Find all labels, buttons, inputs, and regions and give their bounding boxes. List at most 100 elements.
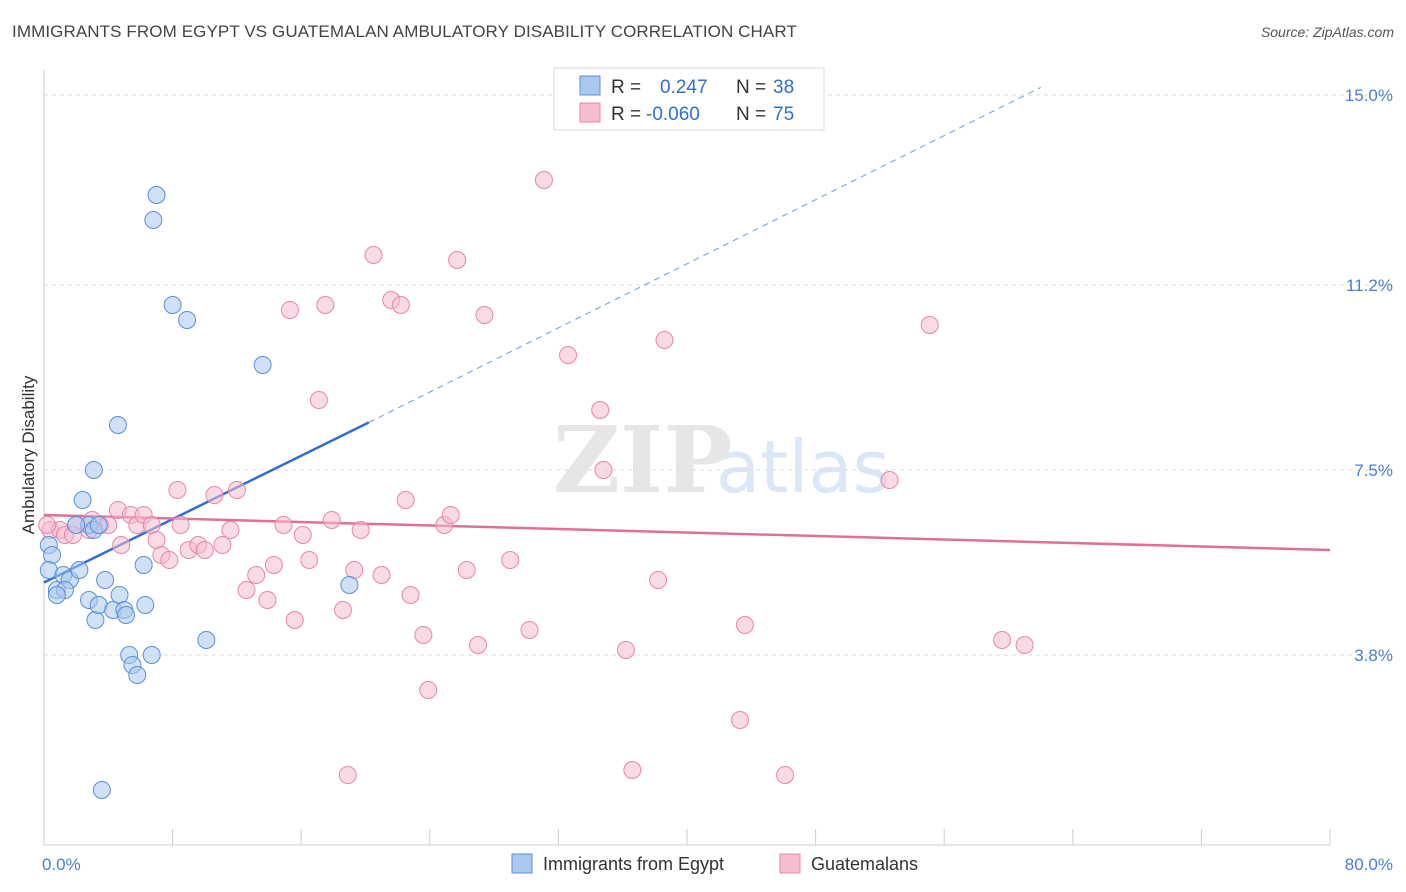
egypt-point [96,571,115,589]
guatemalans-point [520,621,539,639]
guatemalans-point [142,516,161,534]
bottom-legend-egypt-swatch [511,853,533,874]
egypt-point [92,781,111,799]
guatemalans-point [300,551,319,569]
guatemalans-point [649,571,668,589]
guatemalans-point [501,551,520,569]
guatemalans-point [237,581,256,599]
egypt-point [84,461,103,479]
watermark-zip: ZIP [553,406,732,514]
guatemalans-point [316,296,335,314]
guatemalans-point [160,551,179,569]
egypt-trend-line [43,421,370,584]
watermark-atlas: atlas [716,425,890,509]
egypt-point [142,646,161,664]
guatemalans-point [441,506,460,524]
guatemalans-point [731,711,750,729]
chart-title: IMMIGRANTS FROM EGYPT VS GUATEMALAN AMBU… [12,22,797,41]
guatemalans-point [322,511,341,529]
egypt-point [86,611,105,629]
watermark: ZIP atlas [553,406,890,514]
egypt-point [128,666,147,684]
guatemalans-point [38,516,57,534]
egypt-point [134,556,153,574]
guatemalans-point [285,611,304,629]
egypt-point [253,356,272,374]
guatemalans-point [168,481,187,499]
guatemalans-point [333,601,352,619]
egypt-point [163,296,182,314]
egypt-points [39,186,359,799]
guatemalans-point [1015,636,1034,654]
guatemalans-point [264,556,283,574]
guatemalans-point [372,566,391,584]
egypt-point [144,211,163,229]
guatemalans-point [345,561,364,579]
guatemalans-point [351,521,370,539]
x-tick-label: 80.0% [1345,855,1393,874]
guatemalans-n-value: 75 [773,104,794,125]
guatemalans-point [147,531,166,549]
egypt-r-value: 0.247 [660,77,708,98]
y-tick-label: 7.5% [1354,461,1393,480]
guatemalans-point [419,681,438,699]
guatemalans-point [559,346,578,364]
y-tick-labels: 3.8% 7.5% 11.2% 15.0% [1345,86,1393,665]
guatemalans-point [920,316,939,334]
guatemalans-point [534,171,553,189]
guatemalans-point [401,586,420,604]
guatemalans-point [414,626,433,644]
guatemalans-point [247,566,266,584]
guatemalans-point [448,251,467,269]
guatemalans-point [591,401,610,419]
bottom-legend-egypt-label: Immigrants from Egypt [543,854,724,874]
egypt-point [67,516,86,534]
y-axis-label: Ambulatory Disability [19,375,38,534]
guatemalans-point [171,516,190,534]
egypt-point [147,186,166,204]
egypt-point [70,561,89,579]
guatemalans-r-label: R = [611,104,641,125]
egypt-r-label: R = [611,77,641,98]
guatemalans-point [655,331,674,349]
guatemalans-point [221,521,240,539]
guatemalans-point [396,491,415,509]
guatemalans-n-label: N = [736,104,766,125]
guatemalans-point [623,761,642,779]
guatemalans-point [457,561,476,579]
egypt-legend-swatch [579,75,601,96]
guatemalans-point [735,616,754,634]
guatemalans-point [776,766,795,784]
trend-lines [43,87,1331,584]
guatemalans-point [280,301,299,319]
x-tick-label: 0.0% [42,855,81,874]
guatemalans-point [213,536,232,554]
egypt-point [108,416,127,434]
egypt-point [43,546,62,564]
egypt-trend-extension [368,87,1041,423]
egypt-point [73,491,92,509]
chart-source: Source: ZipAtlas.com [1260,24,1394,40]
egypt-point [197,631,216,649]
egypt-point [89,516,108,534]
guatemalans-point [195,541,214,559]
bottom-legend-guatemalans-label: Guatemalans [811,854,918,874]
guatemalans-r-value: -0.060 [646,104,700,125]
guatemalans-point [293,526,312,544]
egypt-point [47,586,66,604]
y-tick-label: 3.8% [1354,646,1393,665]
bottom-legend-guatemalans-swatch [779,853,801,874]
guatemalans-point [258,591,277,609]
guatemalans-point [475,306,494,324]
guatemalans-points [38,171,1034,784]
bottom-legend: Immigrants from Egypt Guatemalans [511,853,918,874]
egypt-point [116,606,135,624]
guatemalans-point [880,471,899,489]
egypt-point [340,576,359,594]
egypt-point [178,311,197,329]
y-tick-label: 15.0% [1345,86,1393,105]
grid-lines [44,94,1392,656]
egypt-point [136,596,155,614]
guatemalans-point [616,641,635,659]
